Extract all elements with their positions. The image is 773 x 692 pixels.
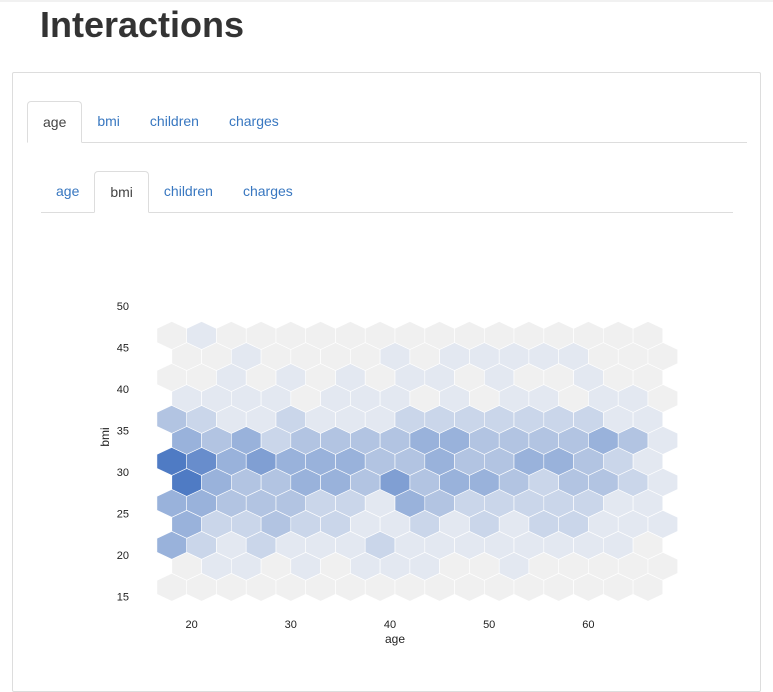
y-tick-label: 40 xyxy=(117,384,129,396)
inner-tab-age[interactable]: age xyxy=(56,183,80,199)
x-tick-label: 50 xyxy=(483,619,495,631)
outer-tab-charges[interactable]: charges xyxy=(228,113,279,129)
page-title: Interactions xyxy=(40,4,245,45)
inner-tab-bmi[interactable]: bmi xyxy=(94,171,149,213)
outer-tab-children[interactable]: children xyxy=(149,113,199,129)
x-tick-label: 20 xyxy=(185,619,197,631)
x-tick-label: 60 xyxy=(582,619,594,631)
outer-tab-age[interactable]: age xyxy=(27,101,83,143)
y-tick-label: 50 xyxy=(117,301,129,313)
y-axis-label: bmi xyxy=(98,427,112,446)
y-tick-label: 30 xyxy=(117,467,129,479)
x-axis-ticks: 20 30 40 50 60 xyxy=(185,619,594,631)
outer-tab-bar: age bmi children charges xyxy=(27,101,747,143)
y-tick-label: 25 xyxy=(117,509,129,521)
hex-bins xyxy=(156,321,679,602)
x-tick-label: 30 xyxy=(285,619,297,631)
y-axis-ticks: 15 20 25 30 35 40 45 50 xyxy=(117,301,129,603)
y-tick-label: 45 xyxy=(117,343,129,355)
hex-bin xyxy=(632,321,664,350)
y-tick-label: 20 xyxy=(117,550,129,562)
inner-tab-bar: age bmi children charges xyxy=(41,171,733,213)
inner-tab-children[interactable]: children xyxy=(163,183,213,199)
x-axis-label: age xyxy=(385,632,405,646)
top-divider xyxy=(0,0,773,2)
outer-tab-bmi[interactable]: bmi xyxy=(97,113,120,129)
y-tick-label: 35 xyxy=(117,426,129,438)
x-tick-label: 40 xyxy=(384,619,396,631)
y-tick-label: 15 xyxy=(117,591,129,603)
inner-tab-charges[interactable]: charges xyxy=(242,183,293,199)
